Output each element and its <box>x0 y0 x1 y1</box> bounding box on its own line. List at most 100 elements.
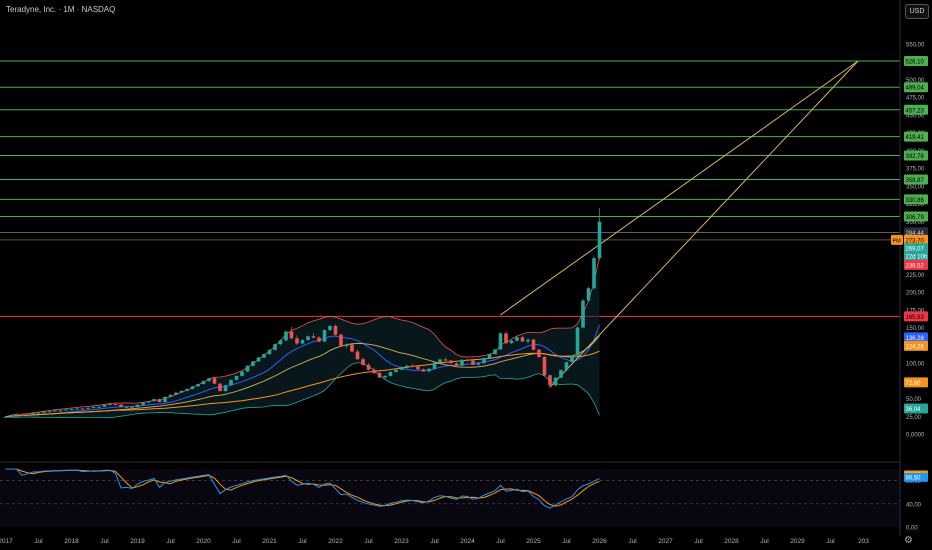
candle-body <box>256 357 261 362</box>
candle-body <box>251 361 255 366</box>
level-price-tag <box>904 234 928 245</box>
candle-body <box>592 258 596 289</box>
candle-body <box>245 365 250 372</box>
candle-body <box>520 337 525 342</box>
level-price-tag-text: 392,76 <box>906 154 925 160</box>
candle-body <box>36 412 41 414</box>
candle-body <box>548 375 552 386</box>
price-tick-label: 300,00 <box>906 220 925 226</box>
candle-body <box>471 360 475 365</box>
level-price-tag <box>904 311 928 322</box>
candle-body <box>157 399 162 403</box>
candle-body <box>135 404 140 408</box>
level-price-tag <box>904 82 928 93</box>
rsi-tick-label: 40,00 <box>906 502 922 508</box>
level-price-tag <box>904 227 928 238</box>
candle-body <box>421 369 426 372</box>
candle-body <box>493 349 497 355</box>
candle-body <box>113 404 118 406</box>
level-price-tag-text: 273,70 <box>906 238 925 244</box>
candle-body <box>311 336 316 338</box>
candle-body <box>427 368 431 372</box>
indicator-price-tag <box>904 403 928 414</box>
chart-title: Teradyne, Inc. · 1M · NASDAQ <box>6 5 116 14</box>
band-fill <box>5 256 600 418</box>
time-tick-label: 2023 <box>394 538 409 545</box>
price-tick-label: 450,00 <box>906 113 925 119</box>
candle-body <box>460 359 464 366</box>
level-price-tag-text: 489,04 <box>906 86 925 92</box>
level-prefix-tag-text: PM <box>893 238 902 244</box>
indicator-price-tag <box>904 377 928 388</box>
candle-body <box>465 359 470 361</box>
candle-body <box>196 384 200 387</box>
level-price-tag-text: 306,79 <box>906 215 925 221</box>
candle-body <box>53 410 57 412</box>
time-tick-label: Jul <box>760 538 769 545</box>
candle-body <box>509 340 514 344</box>
price-tick-label: 375,00 <box>906 167 925 173</box>
candle-body <box>262 354 266 358</box>
price-tick-label: 50,00 <box>906 397 922 403</box>
candle-body <box>207 378 211 382</box>
rsi-value-tag-text: 86,50 <box>906 475 922 481</box>
rsi-value-tag <box>904 472 928 482</box>
candle-body <box>278 340 283 345</box>
candle-body <box>218 383 222 392</box>
time-tick-label: Jul <box>430 538 439 545</box>
level-price-tag-text: 284,44 <box>906 231 925 237</box>
candle-body <box>432 362 437 369</box>
settings-gear-icon[interactable]: ⚙ <box>904 535 913 546</box>
candle-body <box>394 369 398 373</box>
candle-body <box>372 369 376 374</box>
candle-body <box>575 327 580 356</box>
candle-body <box>388 372 393 376</box>
candle-body <box>69 409 74 411</box>
level-price-tag-text: 165,93 <box>906 315 925 321</box>
time-tick-label: 2025 <box>526 538 541 545</box>
level-price-tag <box>904 104 928 115</box>
candle-body <box>229 379 233 386</box>
candle-body <box>31 413 35 415</box>
time-tick-label: Jul <box>496 538 505 545</box>
candle-body <box>64 409 68 411</box>
candle-body <box>295 338 299 344</box>
candle-body <box>333 325 338 335</box>
candle-body <box>344 344 349 347</box>
candle-body <box>410 365 415 367</box>
candle-body <box>597 221 602 259</box>
level-prefix-tag <box>891 234 903 245</box>
candle-body <box>454 363 459 366</box>
candle-body <box>174 392 178 395</box>
candle-body <box>42 411 46 413</box>
currency-button[interactable]: USD <box>905 4 929 19</box>
candle-body <box>102 404 107 407</box>
candle-body <box>339 334 343 347</box>
price-tick-label: 225,00 <box>906 273 925 279</box>
candle-body <box>449 360 453 364</box>
candle-body <box>366 364 371 370</box>
candle-body <box>152 399 156 402</box>
candle-body <box>300 340 305 344</box>
candle-body <box>201 381 206 385</box>
candle-body <box>124 406 129 408</box>
candle-body <box>190 386 195 389</box>
candle-body <box>515 337 519 341</box>
time-tick-label: 2017 <box>0 538 13 545</box>
price-tick-label: 550,00 <box>906 43 925 49</box>
candle-body <box>487 354 492 359</box>
candle-body <box>3 416 8 418</box>
candle-body <box>504 333 508 344</box>
time-tick-label: Jul <box>628 538 637 545</box>
candle-body <box>405 365 409 367</box>
price-tick-label: 200,00 <box>906 291 925 297</box>
time-tick-label: 2020 <box>196 538 211 545</box>
candle-body <box>141 402 145 405</box>
time-tick-label: 2026 <box>592 538 607 545</box>
candle-body <box>130 406 134 408</box>
candle-body <box>86 407 90 409</box>
candle-body <box>168 394 173 397</box>
candle-body <box>553 377 558 386</box>
time-tick-label: Jul <box>34 538 43 545</box>
